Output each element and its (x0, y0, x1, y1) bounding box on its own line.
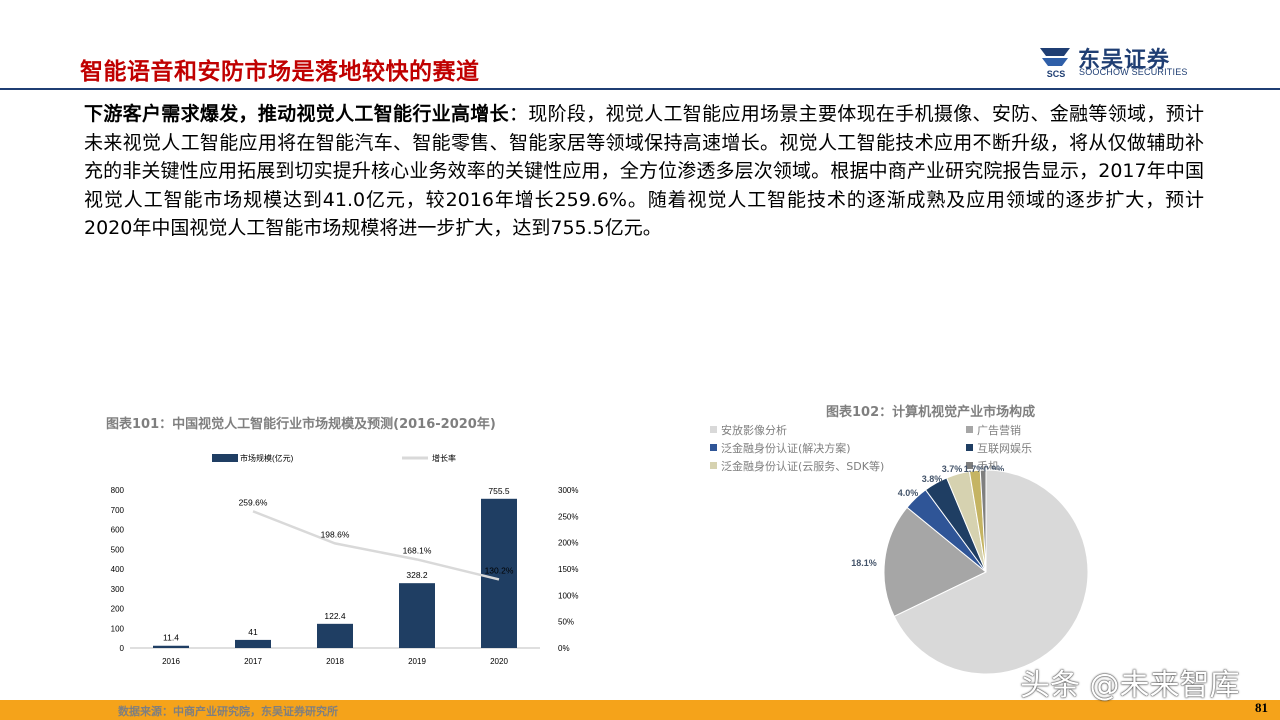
body-paragraph: 下游客户需求爆发，推动视觉人工智能行业高增长：现阶段，视觉人工智能应用场景主要体… (84, 100, 1204, 243)
legend-label: 泛金融身份认证(解决方案) (721, 441, 851, 455)
growth-rate-label: 259.6% (239, 497, 268, 507)
y2-tick-label: 300% (558, 486, 578, 495)
legend-label: 手机 (977, 459, 999, 473)
legend-line-label: 增长率 (432, 453, 456, 463)
y2-tick-label: 250% (558, 512, 578, 521)
x-tick-label: 2018 (326, 657, 344, 666)
y-tick-label: 100 (111, 624, 125, 633)
bar-value-label: 11.4 (163, 633, 179, 643)
legend-label: 广告营销 (977, 423, 1021, 437)
y2-tick-label: 50% (558, 618, 574, 627)
pie-slice-label: 0.9% (984, 464, 1005, 474)
y-tick-label: 300 (111, 585, 125, 594)
paragraph-body: ：现阶段，视觉人工智能应用场景主要体现在手机摄像、安防、金融等领域，预计未来视觉… (84, 103, 1204, 239)
legend-swatch (966, 444, 973, 451)
legend-label: 安放影像分析 (721, 423, 787, 437)
y-tick-label: 500 (111, 545, 125, 554)
market-composition-chart: 图表102：计算机视觉产业市场构成 安放影像分析 广告营销泛金融身份认证(解决方案… (710, 404, 1089, 675)
bar-value-label: 755.5 (488, 486, 510, 496)
legend-swatch (710, 444, 717, 451)
chart2-title: 图表102：计算机视觉产业市场构成 (826, 404, 1035, 420)
chart1-title: 图表101：中国视觉人工智能行业市场规模及预测(2016-2020年) (106, 416, 496, 432)
footer-bar (0, 700, 1280, 720)
watermark: 头条 @未来智库 (1020, 668, 1240, 703)
pie-slice-label: 18.1% (851, 558, 877, 568)
y2-tick-label: 100% (558, 591, 578, 600)
growth-rate-line (252, 510, 500, 581)
pie-slice-label: 3.7% (942, 464, 963, 474)
x-tick-label: 2017 (244, 657, 262, 666)
bar (481, 498, 517, 648)
page-number: 81 (1255, 700, 1268, 715)
x-tick-label: 2016 (162, 657, 180, 666)
legend-bar-label: 市场规模(亿元) (240, 453, 294, 463)
y2-tick-label: 150% (558, 565, 578, 574)
legend-swatch (710, 426, 717, 433)
y2-tick-label: 0% (558, 644, 570, 653)
x-tick-label: 2020 (490, 657, 508, 666)
legend-swatch (966, 462, 973, 469)
bar-value-label: 41 (248, 627, 258, 637)
y-tick-label: 800 (111, 486, 125, 495)
x-tick-label: 2019 (408, 657, 426, 666)
legend-swatch (966, 426, 973, 433)
y-tick-label: 700 (111, 506, 125, 515)
bar (153, 645, 189, 648)
logo-english-name: SOOCHOW SECURITIES (1079, 67, 1188, 77)
legend-label: 互联网娱乐 (977, 441, 1032, 455)
bar-value-label: 328.2 (406, 570, 428, 580)
y-tick-label: 400 (111, 565, 125, 574)
bar-value-label: 122.4 (324, 611, 346, 621)
y-tick-label: 600 (111, 526, 125, 535)
legend-swatch (710, 462, 717, 469)
market-size-chart: 图表101：中国视觉人工智能行业市场规模及预测(2016-2020年) 市场规模… (106, 416, 578, 666)
pie-slice-label: 3.8% (922, 474, 943, 484)
data-source: 数据来源：中商产业研究院，东吴证券研究所 (118, 705, 338, 718)
svg-text:SCS: SCS (1047, 69, 1066, 79)
pie-slice (893, 469, 1089, 675)
logo-chinese-name: 东吴证券 (1078, 48, 1171, 73)
slide-title: 智能语音和安防市场是落地较快的赛道 (80, 59, 480, 85)
y-tick-label: 200 (111, 605, 125, 614)
pie-slice (883, 506, 987, 618)
legend-label: 泛金融身份认证(云服务、SDK等) (721, 459, 884, 473)
pie-slice-label: 4.0% (898, 488, 919, 498)
y-tick-label: 0 (120, 644, 125, 653)
y2-tick-label: 200% (558, 539, 578, 548)
growth-rate-label: 198.6% (321, 529, 350, 539)
header-rule (0, 88, 1280, 90)
pie-slice-label: 1.7% (964, 464, 985, 474)
logo-mark-icon: SCS (1040, 48, 1070, 79)
legend-bar-swatch (212, 454, 238, 462)
logo: SCS 东吴证券 SOOCHOW SECURITIES (1036, 44, 1216, 80)
bar (235, 639, 271, 648)
paragraph-lead: 下游客户需求爆发，推动视觉人工智能行业高增长 (84, 103, 509, 125)
growth-rate-label: 168.1% (403, 545, 432, 555)
bar (317, 623, 353, 648)
bar (399, 583, 435, 648)
growth-rate-label: 130.2% (485, 565, 514, 575)
